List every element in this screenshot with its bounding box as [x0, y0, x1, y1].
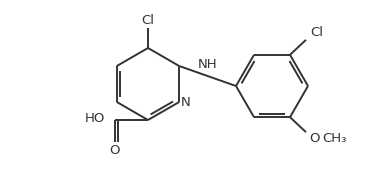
Text: NH: NH	[198, 58, 217, 71]
Text: CH₃: CH₃	[322, 132, 346, 145]
Text: Cl: Cl	[142, 14, 155, 27]
Text: N: N	[180, 96, 190, 108]
Text: HO: HO	[85, 112, 105, 125]
Text: Cl: Cl	[310, 26, 323, 39]
Text: O: O	[309, 132, 319, 145]
Text: O: O	[110, 143, 120, 156]
